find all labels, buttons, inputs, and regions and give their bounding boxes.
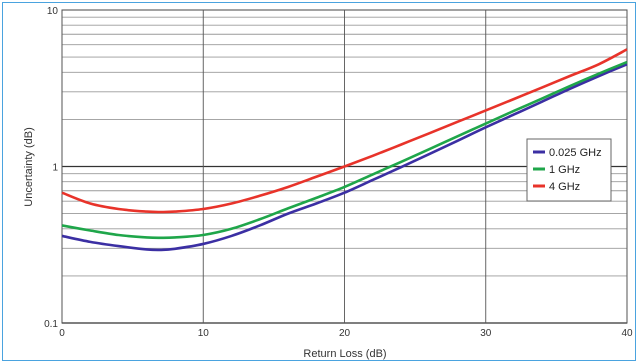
tick-labels: 0 10 20 30 40 0.1 1 10 [44, 6, 633, 339]
y-axis-label: Uncertainty (dB) [23, 127, 35, 206]
x-tick-label: 20 [339, 328, 351, 339]
legend-entry: 1 GHz [549, 164, 580, 176]
legend-entry: 0.025 GHz [549, 147, 602, 159]
y-tick-label: 10 [47, 6, 59, 17]
x-axis-label: Return Loss (dB) [303, 348, 386, 360]
x-tick-label: 40 [621, 328, 633, 339]
series-line-2 [61, 48, 628, 214]
x-tick-label: 0 [59, 328, 65, 339]
series-line-0 [61, 63, 628, 252]
legend-entry: 4 GHz [549, 181, 580, 193]
legend: 0.025 GHz 1 GHz 4 GHz [526, 138, 612, 202]
x-tick-label: 30 [480, 328, 492, 339]
y-tick-label: 0.1 [44, 319, 58, 330]
series-line-1 [61, 60, 628, 240]
series-lines [61, 48, 628, 252]
y-tick-label: 1 [52, 163, 58, 174]
x-tick-label: 10 [198, 328, 210, 339]
